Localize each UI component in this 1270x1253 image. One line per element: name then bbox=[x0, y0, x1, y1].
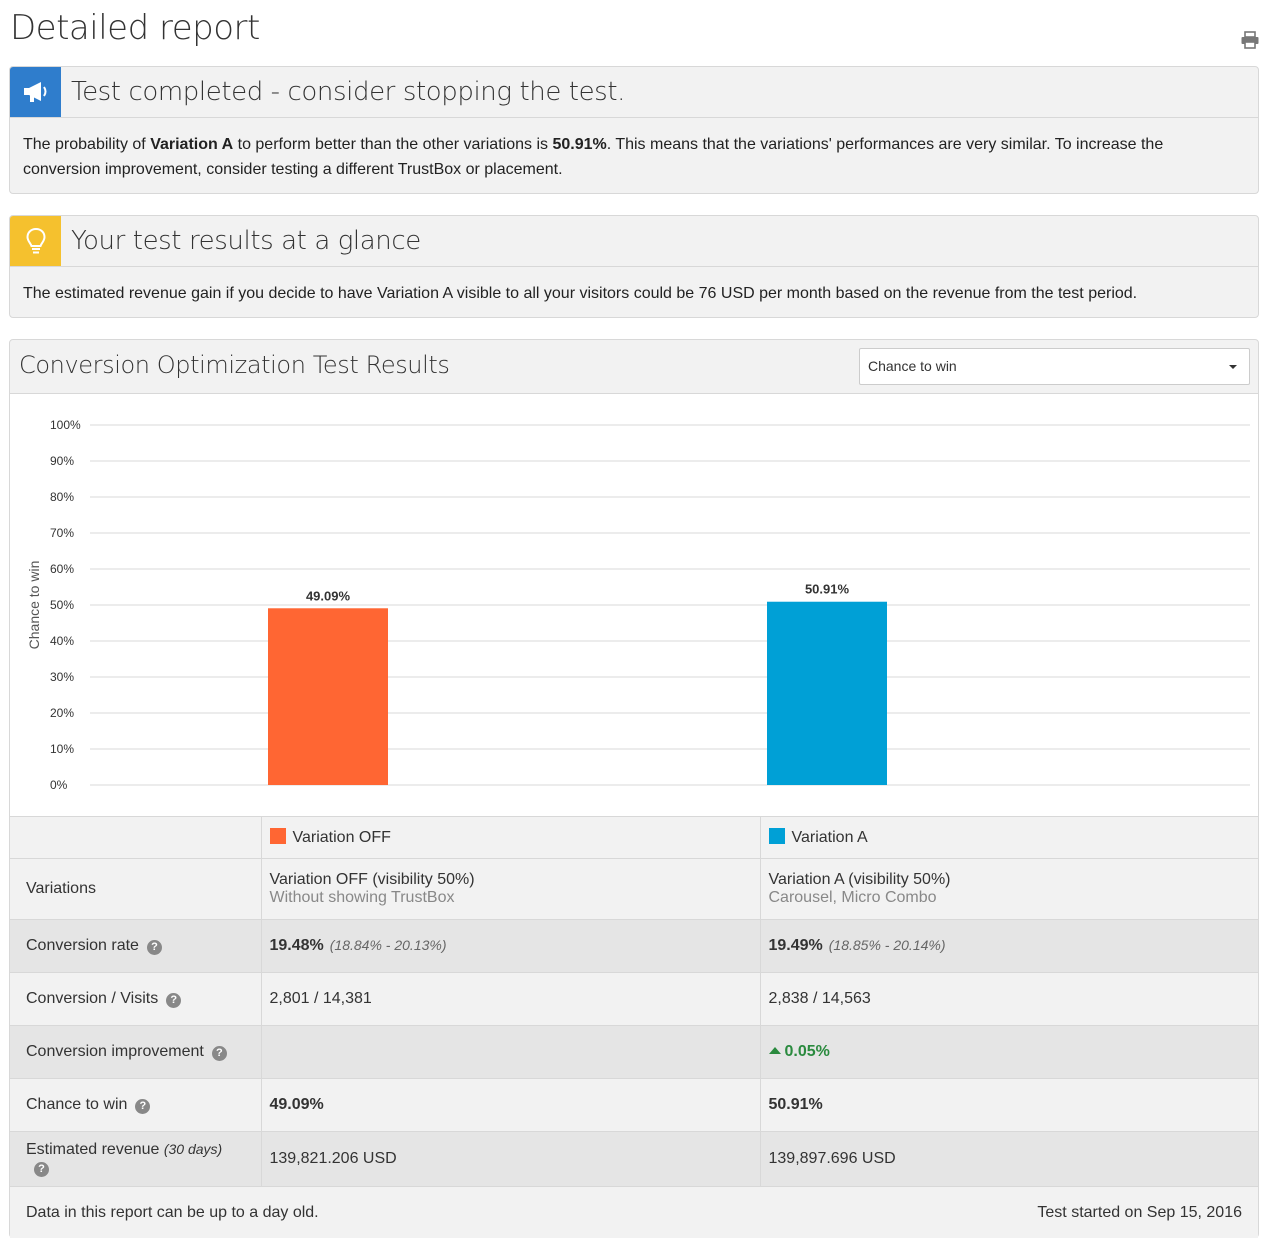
help-icon[interactable]: ? bbox=[135, 1099, 151, 1114]
glance-title: Your test results at a glance bbox=[71, 226, 421, 256]
metric-select-value: Chance to win bbox=[868, 358, 957, 374]
lightbulb-icon bbox=[10, 216, 61, 266]
conversion-rate-a: 19.49% (18.85% - 20.14%) bbox=[760, 919, 1258, 973]
results-panel: Conversion Optimization Test Results Cha… bbox=[9, 339, 1259, 1238]
y-tick-label: 60% bbox=[50, 562, 74, 576]
megaphone-icon bbox=[10, 67, 61, 117]
y-tick-label: 0% bbox=[50, 778, 68, 792]
y-tick-label: 90% bbox=[50, 454, 74, 468]
chance-a: 50.91% bbox=[760, 1078, 1258, 1132]
improvement-a: 0.05% bbox=[760, 1025, 1258, 1079]
alert-title: Test completed - consider stopping the t… bbox=[71, 77, 625, 107]
revenue-off: 139,821.206 USD bbox=[261, 1131, 761, 1186]
table-row: Conversion / Visits? 2,801 / 14,381 2,83… bbox=[10, 972, 1258, 1026]
y-tick-label: 20% bbox=[50, 706, 74, 720]
bar-variation-a bbox=[767, 601, 887, 785]
table-row: Conversion improvement? 0.05% bbox=[10, 1025, 1258, 1079]
legend-swatch-off bbox=[269, 828, 286, 844]
y-tick-label: 80% bbox=[50, 490, 74, 504]
y-tick-label: 10% bbox=[50, 742, 74, 756]
table-row: Chance to win? 49.09% 50.91% bbox=[10, 1078, 1258, 1132]
glance-panel: Your test results at a glance The estima… bbox=[9, 215, 1259, 318]
help-icon[interactable]: ? bbox=[211, 1046, 227, 1061]
help-icon[interactable]: ? bbox=[146, 940, 162, 955]
row-label: Conversion rate? bbox=[10, 919, 262, 973]
y-axis-label: Chance to win bbox=[26, 561, 42, 650]
variation-off-cell: Variation OFF (visibility 50%) Without s… bbox=[261, 858, 761, 920]
row-label: Variations bbox=[10, 858, 262, 920]
y-tick-label: 50% bbox=[50, 598, 74, 612]
conversion-visits-a: 2,838 / 14,563 bbox=[760, 972, 1258, 1026]
legend-empty-cell bbox=[10, 816, 262, 859]
conversion-rate-off: 19.48% (18.84% - 20.13%) bbox=[261, 919, 761, 973]
y-tick-label: 30% bbox=[50, 670, 74, 684]
metric-select[interactable]: Chance to win bbox=[859, 348, 1250, 385]
y-tick-label: 40% bbox=[50, 634, 74, 648]
print-icon[interactable] bbox=[1240, 30, 1260, 50]
caret-down-icon bbox=[1229, 365, 1237, 369]
bar-value-label: 50.91% bbox=[805, 582, 850, 597]
conversion-visits-off: 2,801 / 14,381 bbox=[261, 972, 761, 1026]
test-start-date: Test started on Sep 15, 2016 bbox=[1037, 1204, 1242, 1221]
results-table: Variation OFF Variation A Variations Var… bbox=[10, 816, 1258, 1186]
help-icon[interactable]: ? bbox=[34, 1161, 49, 1177]
legend-swatch-a bbox=[768, 828, 785, 844]
row-label: Estimated revenue (30 days)? bbox=[10, 1131, 262, 1186]
footer-note: Data in this report can be up to a day o… bbox=[26, 1204, 319, 1221]
legend-variation-a[interactable]: Variation A bbox=[760, 816, 1258, 859]
improvement-off bbox=[261, 1025, 761, 1079]
page-title: Detailed report bbox=[10, 8, 260, 48]
table-row: Estimated revenue (30 days)? 139,821.206… bbox=[10, 1131, 1258, 1186]
arrow-up-icon bbox=[768, 1047, 781, 1054]
legend-variation-off[interactable]: Variation OFF bbox=[261, 816, 761, 859]
report-footer: Data in this report can be up to a day o… bbox=[10, 1186, 1258, 1238]
alert-text: The probability of Variation A to perfor… bbox=[23, 136, 1164, 178]
table-row: Variations Variation OFF (visibility 50%… bbox=[10, 858, 1258, 920]
row-label: Chance to win? bbox=[10, 1078, 262, 1132]
table-row: Conversion rate? 19.48% (18.84% - 20.13%)… bbox=[10, 919, 1258, 973]
y-tick-label: 70% bbox=[50, 526, 74, 540]
revenue-a: 139,897.696 USD bbox=[760, 1131, 1258, 1186]
bar-value-label: 49.09% bbox=[306, 588, 351, 603]
row-label: Conversion improvement? bbox=[10, 1025, 262, 1079]
results-title: Conversion Optimization Test Results bbox=[19, 351, 450, 379]
help-icon[interactable]: ? bbox=[166, 993, 182, 1008]
bar-chart: 0% 10% 20% 30% 40% 50% 60% 70% 80% 90% 100% Chance … bbox=[26, 418, 1250, 792]
y-tick-label: 100% bbox=[50, 418, 81, 432]
chart-area: 0% 10% 20% 30% 40% 50% 60% 70% 80% 90% 100% Chance … bbox=[10, 394, 1258, 816]
row-label: Conversion / Visits? bbox=[10, 972, 262, 1026]
variation-a-cell: Variation A (visibility 50%) Carousel, M… bbox=[760, 858, 1258, 920]
bar-variation-off bbox=[268, 608, 388, 785]
glance-text: The estimated revenue gain if you decide… bbox=[23, 285, 1138, 302]
test-completed-panel: Test completed - consider stopping the t… bbox=[9, 66, 1259, 194]
chance-off: 49.09% bbox=[261, 1078, 761, 1132]
